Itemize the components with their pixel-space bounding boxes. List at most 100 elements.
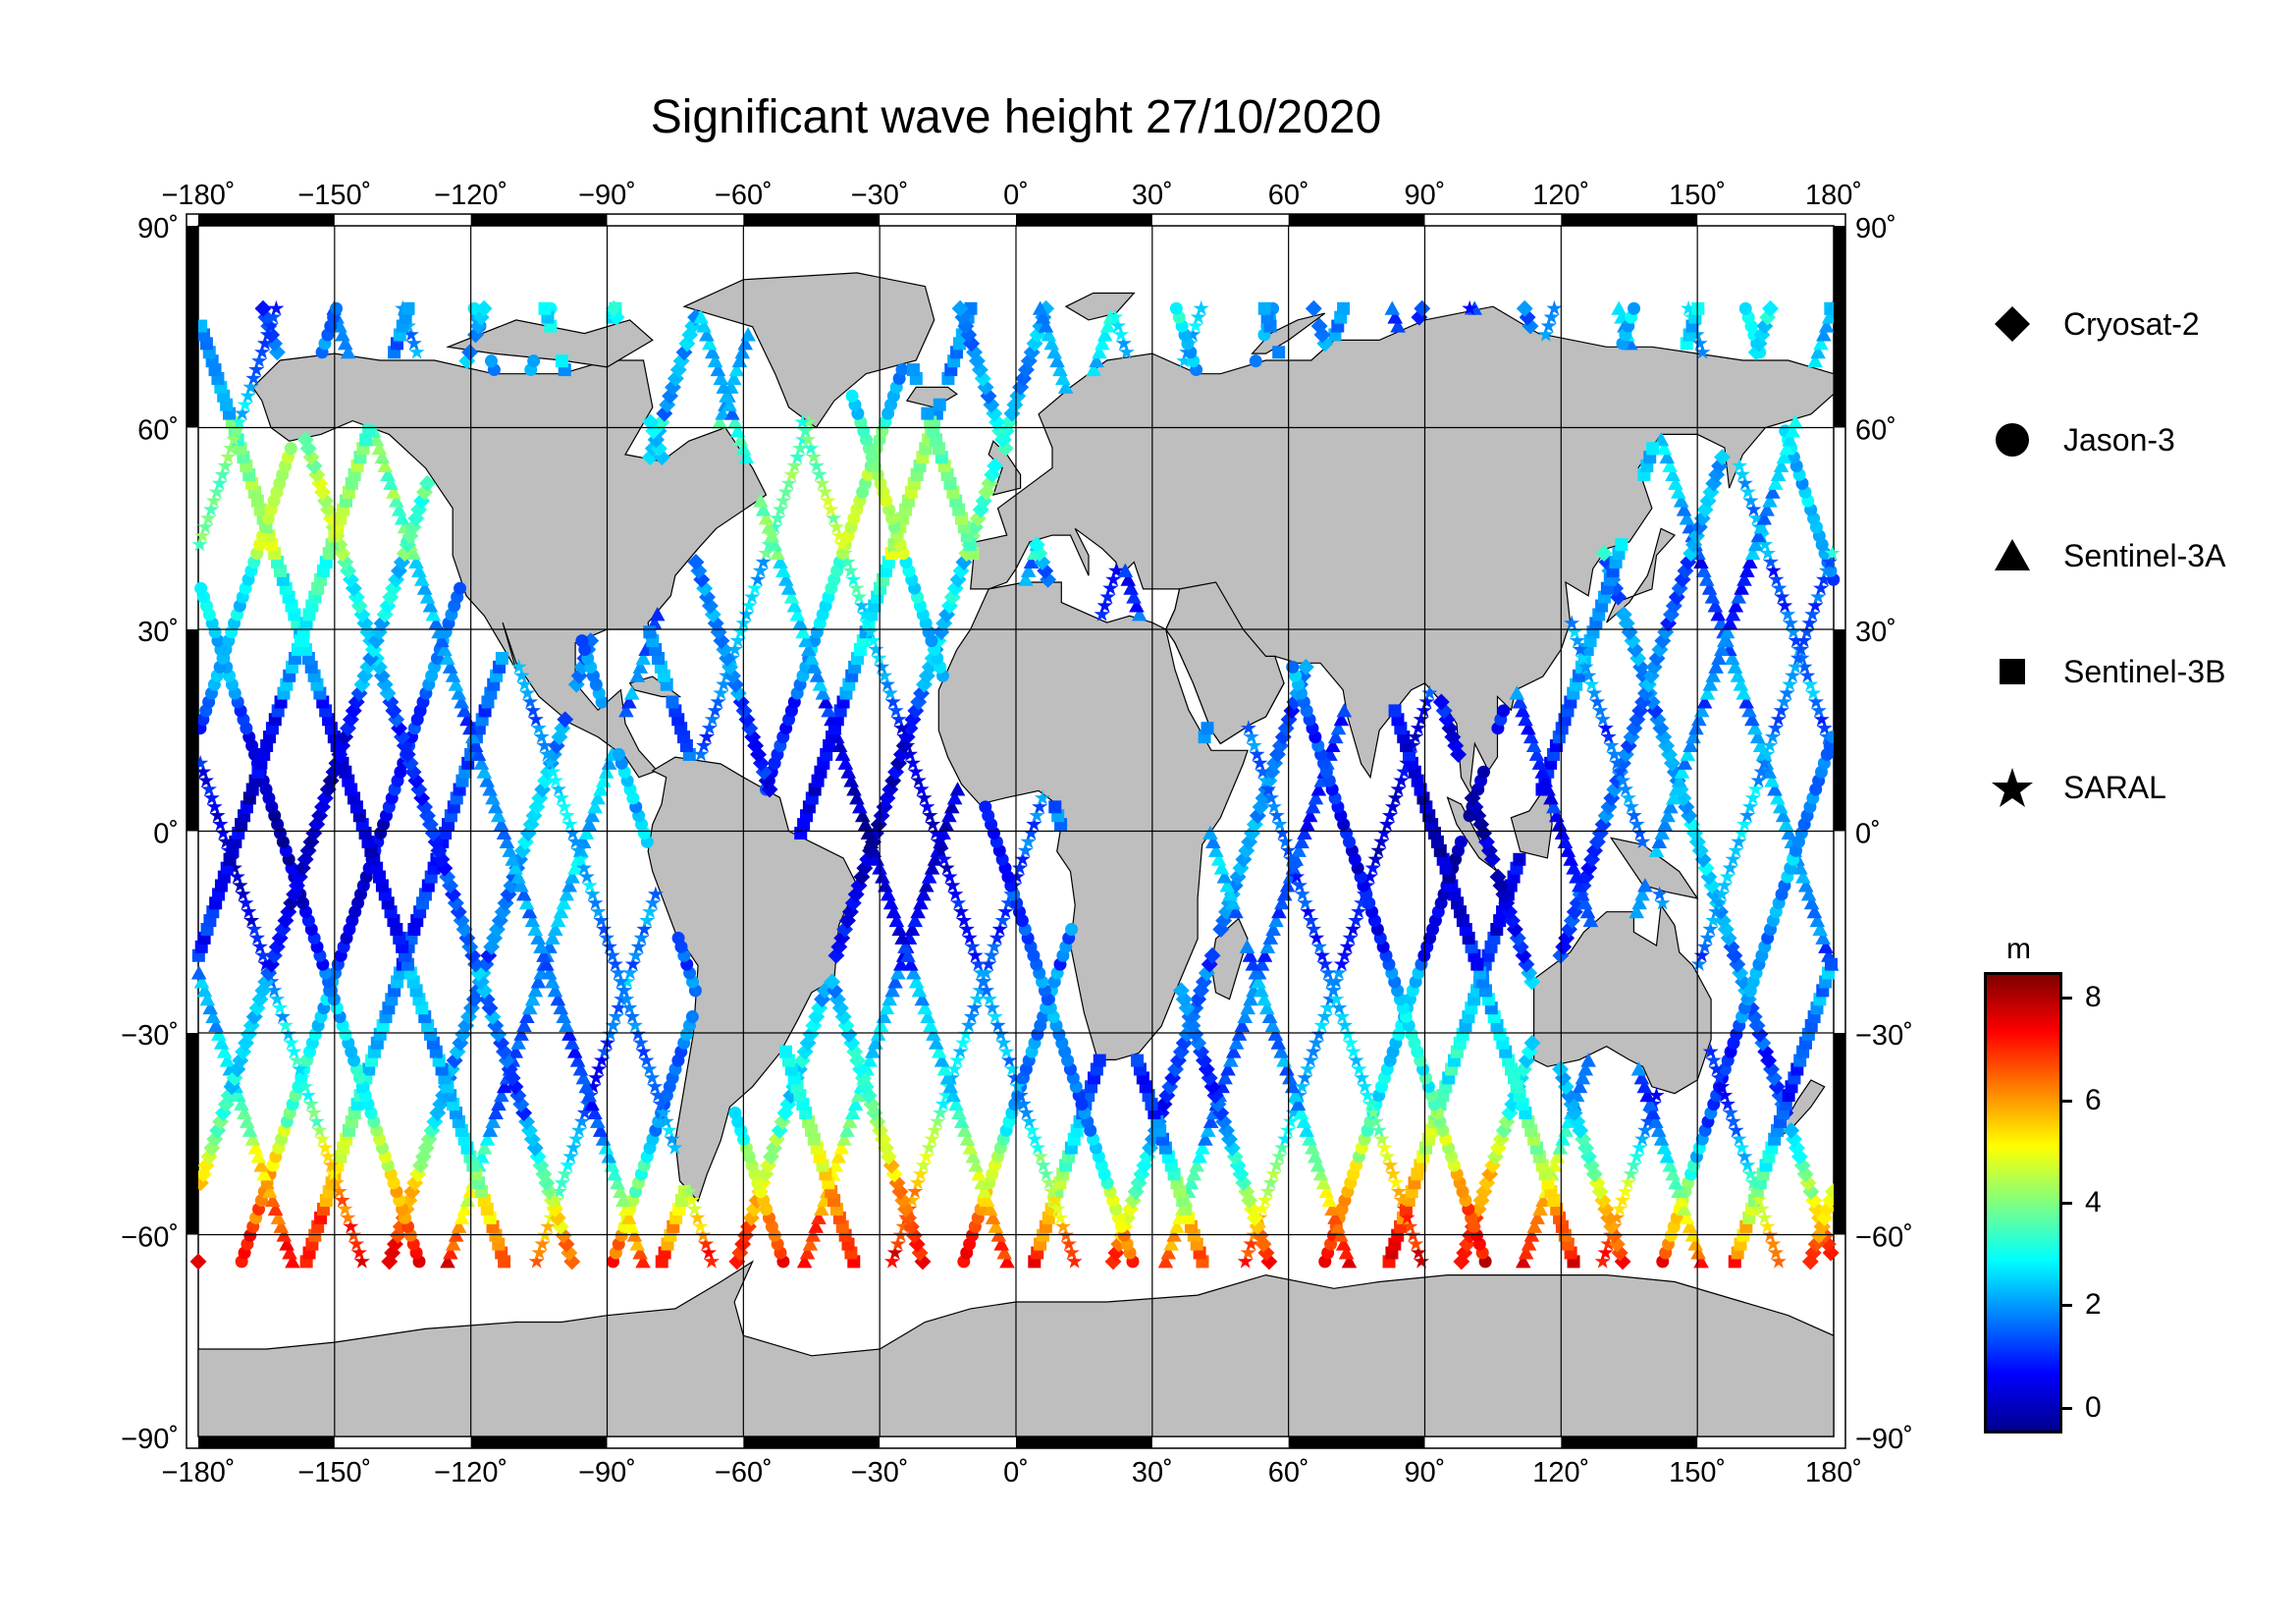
track-marker xyxy=(1108,563,1125,578)
track-marker xyxy=(1158,1087,1176,1105)
track-marker xyxy=(1310,782,1327,796)
track-marker xyxy=(1626,720,1643,737)
track-marker xyxy=(725,370,742,385)
track-marker xyxy=(973,964,989,980)
track-marker xyxy=(1788,414,1803,429)
track-marker xyxy=(561,816,578,832)
track-marker xyxy=(1390,781,1407,796)
track-marker xyxy=(555,354,568,368)
track-marker xyxy=(696,737,712,753)
track-marker xyxy=(866,842,882,857)
track-marker xyxy=(240,387,256,404)
track-marker xyxy=(1736,571,1752,586)
track-marker xyxy=(1761,764,1778,779)
track-marker xyxy=(493,1034,510,1052)
track-marker xyxy=(256,1166,272,1181)
track-marker xyxy=(1282,1070,1298,1085)
track-marker xyxy=(1521,1043,1538,1060)
track-marker xyxy=(904,1192,921,1208)
graticule xyxy=(187,214,1845,1448)
landmass-uk xyxy=(988,440,1022,496)
track-marker xyxy=(881,991,898,1006)
track-marker xyxy=(1821,554,1838,569)
track-marker xyxy=(1001,1052,1018,1067)
track-marker xyxy=(665,378,681,396)
landmass-borneo xyxy=(1510,782,1553,859)
track-marker xyxy=(505,851,520,866)
track-marker xyxy=(1257,301,1271,315)
track-marker xyxy=(561,1026,577,1041)
track-marker xyxy=(649,607,666,622)
track-marker xyxy=(1795,869,1811,884)
track-marker xyxy=(552,1217,569,1235)
track-marker xyxy=(1723,938,1740,955)
track-marker xyxy=(1472,1192,1490,1210)
track-marker xyxy=(881,684,898,700)
track-marker xyxy=(1628,301,1641,315)
track-marker xyxy=(208,483,225,500)
track-marker xyxy=(608,1008,624,1024)
track-marker xyxy=(1648,1087,1665,1103)
lon-tick-label: 60˚ xyxy=(1268,180,1309,211)
track-marker xyxy=(1588,834,1606,850)
track-marker xyxy=(302,834,320,850)
track-marker xyxy=(1778,816,1794,832)
lon-tick-label: −60˚ xyxy=(715,1457,773,1488)
track-marker xyxy=(930,1113,946,1129)
track-marker xyxy=(1345,1043,1362,1058)
track-marker xyxy=(376,606,394,623)
track-marker xyxy=(1679,1210,1695,1224)
track-marker xyxy=(211,1026,227,1041)
track-marker xyxy=(1335,1236,1352,1251)
track-marker xyxy=(231,413,247,429)
track-marker xyxy=(1597,720,1614,735)
track-marker xyxy=(314,1130,331,1147)
track-marker xyxy=(783,589,800,604)
track-marker xyxy=(1011,859,1028,875)
track-marker xyxy=(234,405,250,420)
track-marker xyxy=(587,894,604,910)
track-marker xyxy=(1812,921,1828,937)
track-marker xyxy=(763,1148,779,1165)
track-marker xyxy=(1297,825,1312,840)
track-marker xyxy=(955,912,972,928)
track-marker xyxy=(527,921,544,937)
track-marker xyxy=(268,938,286,955)
track-marker xyxy=(1525,737,1542,753)
track-marker xyxy=(935,615,953,632)
track-marker xyxy=(232,1052,249,1069)
lon-tick-label: −120˚ xyxy=(434,1457,507,1488)
track-marker xyxy=(1523,973,1541,991)
track-marker xyxy=(618,991,635,1006)
track-marker xyxy=(611,1000,627,1015)
track-marker xyxy=(1764,729,1781,744)
track-marker xyxy=(266,982,283,998)
track-marker xyxy=(1656,1140,1673,1155)
track-marker xyxy=(1572,1121,1589,1139)
track-marker xyxy=(1594,816,1612,834)
track-marker xyxy=(437,641,453,657)
track-marker xyxy=(483,938,501,955)
track-marker xyxy=(418,474,436,492)
track-marker xyxy=(408,554,424,568)
track-marker xyxy=(1262,930,1279,945)
track-marker xyxy=(1699,685,1716,700)
track-marker xyxy=(1674,764,1690,779)
track-marker xyxy=(894,1192,912,1210)
track-marker xyxy=(865,632,881,648)
track-marker xyxy=(965,1149,982,1163)
track-marker xyxy=(1711,1069,1728,1085)
track-marker xyxy=(918,878,934,893)
track-marker xyxy=(485,790,501,805)
track-marker xyxy=(1805,684,1822,700)
track-marker xyxy=(340,562,357,579)
track-marker xyxy=(365,641,382,658)
track-marker xyxy=(862,623,879,639)
track-marker xyxy=(575,834,592,848)
track-marker xyxy=(445,668,461,682)
lat-tick-label: 90˚ xyxy=(137,213,179,244)
track-marker xyxy=(963,1008,980,1024)
lon-tick-label: 0˚ xyxy=(1003,1457,1029,1488)
track-marker xyxy=(1515,703,1530,718)
